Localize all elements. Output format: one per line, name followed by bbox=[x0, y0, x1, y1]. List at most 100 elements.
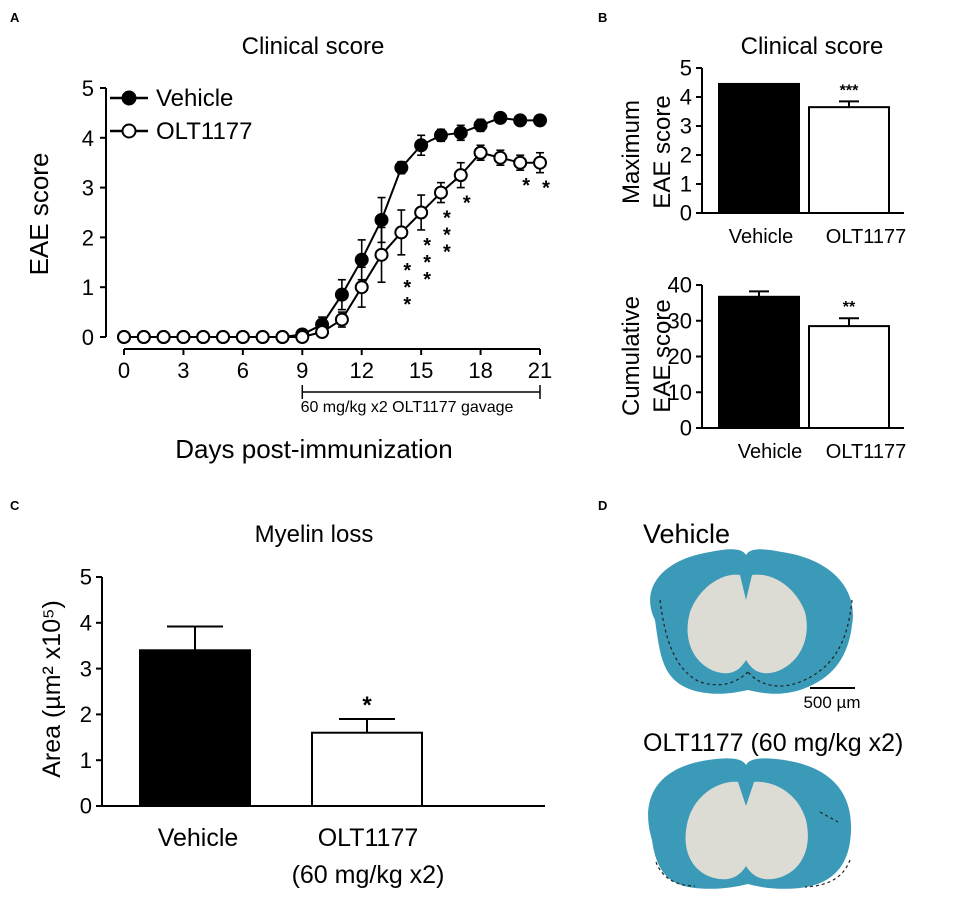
y-tick-label: 5 bbox=[680, 56, 692, 81]
panel-d-vehicle-label: Vehicle bbox=[643, 519, 730, 549]
olt1177-bar bbox=[808, 106, 890, 214]
vehicle-data-point bbox=[533, 113, 547, 128]
x-tick-label: 21 bbox=[528, 358, 552, 383]
olt1177-data-point bbox=[176, 330, 191, 344]
olt1177-data-point bbox=[255, 330, 270, 344]
significance-star: * bbox=[443, 242, 451, 264]
panel-a-y-label: EAE score bbox=[24, 153, 54, 276]
category-label: OLT1177 bbox=[318, 824, 419, 852]
significance-star: * bbox=[443, 208, 451, 230]
vehicle-data-point bbox=[374, 212, 389, 227]
significance-star: * bbox=[423, 269, 431, 291]
scale-bar-label: 500 µm bbox=[803, 693, 860, 712]
y-tick-label: 3 bbox=[80, 656, 92, 681]
olt1177-data-point bbox=[453, 168, 468, 183]
olt1177-data-point bbox=[354, 280, 369, 295]
panel-c-plot: 0 1 2 3 4 5 * Vehicle OLT1177 (60 mg/kg x2) bbox=[80, 565, 545, 889]
olt1177-data-point bbox=[334, 312, 349, 327]
vehicle-bar bbox=[139, 649, 251, 808]
legend-olt1177-marker bbox=[121, 123, 137, 139]
y-tick-label: 30 bbox=[668, 308, 692, 333]
y-tick-label: 1 bbox=[82, 275, 94, 300]
olt1177-data-point bbox=[136, 330, 151, 344]
olt1177-section-gray-matter bbox=[685, 781, 808, 880]
olt1177-data-point bbox=[315, 325, 330, 340]
panel-b-cumulative-score-chart: Cumulative EAE score 0 10 20 30 40 ** Vehicle O… bbox=[618, 273, 906, 463]
significance-star: *** bbox=[840, 82, 859, 99]
y-tick-label: 2 bbox=[680, 143, 692, 168]
vehicle-lesion-outline bbox=[659, 599, 853, 687]
y-tick-label: 4 bbox=[80, 611, 92, 636]
vehicle-data-point bbox=[394, 160, 409, 175]
vehicle-data-point bbox=[414, 138, 429, 153]
y-tick-label: 5 bbox=[82, 76, 94, 101]
y-tick-label: 4 bbox=[82, 126, 94, 151]
significance-star: * bbox=[463, 193, 471, 215]
panel-b-bottom-plot: 0 10 20 30 40 ** Vehicle OLT1177 bbox=[668, 273, 907, 463]
category-label: OLT1177 bbox=[826, 226, 906, 248]
vehicle-data-point bbox=[354, 252, 369, 267]
y-tick-label: 20 bbox=[668, 344, 692, 369]
x-tick-label: 18 bbox=[468, 358, 492, 383]
category-label: OLT1177 bbox=[826, 441, 906, 463]
significance-star: ** bbox=[843, 299, 856, 316]
panel-c-title: Myelin loss bbox=[255, 521, 374, 548]
olt1177-data-point bbox=[533, 155, 547, 170]
y-tick-label: 0 bbox=[680, 416, 692, 441]
olt1177-data-point bbox=[374, 247, 389, 262]
olt1177-data-point bbox=[295, 330, 310, 344]
legend-vehicle-label: Vehicle bbox=[156, 85, 233, 112]
panel-a-treatment-label: 60 mg/kg x2 OLT1177 gavage bbox=[301, 399, 514, 416]
significance-star: * bbox=[542, 178, 550, 200]
category-label: Vehicle bbox=[729, 226, 794, 248]
panel-a-legend: Vehicle OLT1177 bbox=[110, 85, 253, 145]
y-tick-label: 2 bbox=[82, 225, 94, 250]
significance-star: * bbox=[423, 235, 431, 257]
olt1177-data-point bbox=[235, 330, 250, 344]
olt1177-data-point bbox=[414, 205, 429, 220]
panel-a-x-label: Days post-immunization bbox=[175, 434, 452, 464]
significance-star: * bbox=[403, 260, 411, 282]
olt1177-bar bbox=[311, 731, 423, 807]
y-tick-label: 0 bbox=[680, 201, 692, 226]
y-tick-label: 0 bbox=[82, 325, 94, 350]
significance-star: * bbox=[403, 277, 411, 299]
olt1177-data-point bbox=[473, 145, 488, 160]
y-tick-label: 5 bbox=[80, 565, 92, 590]
y-tick-label: 40 bbox=[668, 273, 692, 298]
olt1177-spinal-cord-section bbox=[648, 758, 852, 889]
vehicle-data-point bbox=[334, 287, 349, 302]
x-tick-label: 0 bbox=[118, 358, 130, 383]
panel-b-letter: B bbox=[598, 10, 607, 25]
vehicle-data-point bbox=[433, 128, 448, 143]
olt1177-data-point bbox=[493, 150, 508, 165]
vehicle-data-point bbox=[473, 118, 488, 133]
olt1177-data-point bbox=[117, 330, 131, 344]
panel-d-olt1177-label: OLT1177 (60 mg/kg x2) bbox=[643, 729, 903, 757]
category-label: (60 mg/kg x2) bbox=[292, 861, 445, 889]
panel-d-histology: D Vehicle OLT1177 (60 mg/kg x2) 500 µm bbox=[598, 498, 903, 889]
significance-star: * bbox=[522, 175, 530, 197]
vehicle-spinal-cord-section bbox=[650, 549, 853, 694]
y-tick-label: 3 bbox=[680, 114, 692, 139]
x-tick-label: 6 bbox=[237, 358, 249, 383]
significance-star: * bbox=[423, 252, 431, 274]
legend-vehicle-marker bbox=[121, 90, 137, 106]
olt1177-data-point bbox=[196, 330, 211, 344]
x-tick-label: 12 bbox=[349, 358, 373, 383]
category-label: Vehicle bbox=[738, 441, 803, 463]
panel-b-title: Clinical score bbox=[741, 33, 884, 60]
panel-a-line-chart: A Clinical score EAE score Days post-imm… bbox=[10, 10, 552, 464]
panel-c-letter: C bbox=[10, 498, 20, 513]
olt1177-data-point bbox=[275, 330, 290, 344]
y-tick-label: 3 bbox=[82, 176, 94, 201]
panel-c-myelin-loss-chart: C Myelin loss Area (µm² x10⁵) 0 1 2 3 4 5 * Veh… bbox=[10, 498, 545, 889]
legend-olt1177-label: OLT1177 bbox=[156, 118, 253, 145]
vehicle-section-gray-matter bbox=[687, 574, 807, 674]
panel-a-title: Clinical score bbox=[242, 33, 385, 60]
panel-b-top-y-label-line1: Maximum bbox=[618, 100, 645, 204]
y-tick-label: 10 bbox=[668, 380, 692, 405]
significance-star: * bbox=[362, 692, 372, 719]
